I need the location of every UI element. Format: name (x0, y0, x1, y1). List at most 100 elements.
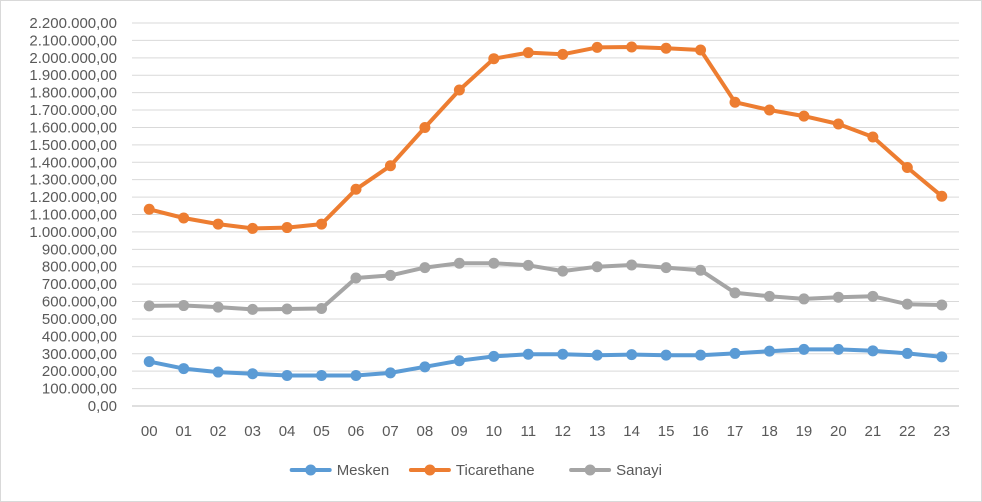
data-point (591, 261, 603, 273)
data-point (626, 349, 638, 361)
legend-label: Ticarethane (456, 462, 535, 479)
y-axis-tick-labels: 0,00100.000,00200.000,00300.000,00400.00… (29, 15, 117, 415)
x-tick-label: 18 (761, 423, 778, 440)
data-point (798, 293, 810, 305)
x-tick-label: 06 (348, 423, 365, 440)
y-tick-label: 800.000,00 (42, 259, 117, 276)
data-point (591, 41, 603, 53)
y-tick-label: 700.000,00 (42, 276, 117, 293)
data-point (143, 203, 155, 215)
y-tick-label: 100.000,00 (42, 381, 117, 398)
data-point (178, 212, 190, 224)
legend: Mesken Ticarethane Sanayi (289, 462, 662, 479)
x-tick-label: 12 (554, 423, 571, 440)
x-tick-label: 07 (382, 423, 399, 440)
data-point (316, 303, 328, 315)
legend-item-sanayi: Sanayi (569, 462, 662, 479)
data-point (729, 96, 741, 108)
data-point (695, 44, 707, 56)
data-point (729, 347, 741, 359)
y-tick-label: 1.600.000,00 (29, 119, 117, 136)
gridlines (132, 22, 959, 407)
x-tick-label: 00 (141, 423, 158, 440)
x-tick-label: 05 (313, 423, 330, 440)
data-point (178, 363, 190, 375)
data-point (212, 366, 224, 378)
data-point (488, 53, 500, 65)
y-tick-label: 300.000,00 (42, 346, 117, 363)
data-point (350, 370, 362, 382)
data-point (557, 348, 569, 360)
y-tick-label: 1.500.000,00 (29, 137, 117, 154)
series-line (147, 347, 944, 378)
data-point (626, 41, 638, 53)
data-point (901, 161, 913, 173)
data-point (901, 347, 913, 359)
y-tick-label: 1.800.000,00 (29, 85, 117, 102)
data-point (488, 257, 500, 269)
data-point (660, 42, 672, 54)
data-point (488, 350, 500, 362)
x-tick-label: 17 (727, 423, 744, 440)
y-tick-label: 1.900.000,00 (29, 67, 117, 84)
data-point (695, 264, 707, 276)
data-point (557, 48, 569, 60)
data-point (936, 190, 948, 202)
data-point (419, 262, 431, 274)
y-tick-label: 200.000,00 (42, 363, 117, 380)
y-tick-label: 1.000.000,00 (29, 224, 117, 241)
legend-swatch-marker (424, 464, 436, 476)
data-point (557, 265, 569, 277)
data-point (867, 131, 879, 143)
data-point (212, 218, 224, 230)
data-point (695, 349, 707, 361)
data-point (798, 110, 810, 122)
legend-item-ticarethane: Ticarethane (408, 462, 535, 479)
x-tick-label: 01 (175, 423, 192, 440)
series-line (147, 45, 944, 231)
data-point (591, 349, 603, 361)
data-point (660, 349, 672, 361)
data-point (281, 303, 293, 315)
x-tick-label: 19 (796, 423, 813, 440)
y-tick-label: 1.400.000,00 (29, 154, 117, 171)
x-tick-label: 10 (485, 423, 502, 440)
data-point (453, 84, 465, 96)
y-tick-label: 2.100.000,00 (29, 32, 117, 49)
y-tick-label: 900.000,00 (42, 241, 117, 258)
x-tick-label: 16 (692, 423, 709, 440)
x-tick-label: 04 (279, 423, 296, 440)
x-tick-label: 15 (658, 423, 675, 440)
data-point (281, 222, 293, 234)
data-point (729, 287, 741, 299)
data-point (316, 218, 328, 230)
legend-item-mesken: Mesken (289, 462, 390, 479)
legend-label: Mesken (337, 462, 390, 479)
data-point (901, 298, 913, 310)
data-point (419, 361, 431, 373)
series-lines (143, 41, 948, 382)
data-point (419, 121, 431, 133)
data-point (212, 301, 224, 313)
data-point (660, 262, 672, 274)
data-point (522, 259, 534, 271)
data-point (316, 370, 328, 382)
data-point (281, 370, 293, 382)
data-point (832, 291, 844, 303)
data-point (936, 299, 948, 311)
data-point (350, 272, 362, 284)
data-point (350, 183, 362, 195)
series-line (147, 261, 944, 312)
y-tick-label: 1.100.000,00 (29, 207, 117, 224)
data-point (867, 290, 879, 302)
y-tick-label: 2.200.000,00 (29, 15, 117, 32)
legend-swatch-marker (305, 464, 317, 476)
x-tick-label: 03 (244, 423, 261, 440)
data-point (384, 160, 396, 172)
data-point (763, 104, 775, 116)
y-tick-label: 1.300.000,00 (29, 172, 117, 189)
x-axis-tick-labels: 00 01 02 03 04 05 06 07 08 09 10 11 12 13 14 15 16 17 18 19… (141, 423, 950, 440)
legend-label: Sanayi (616, 462, 662, 479)
